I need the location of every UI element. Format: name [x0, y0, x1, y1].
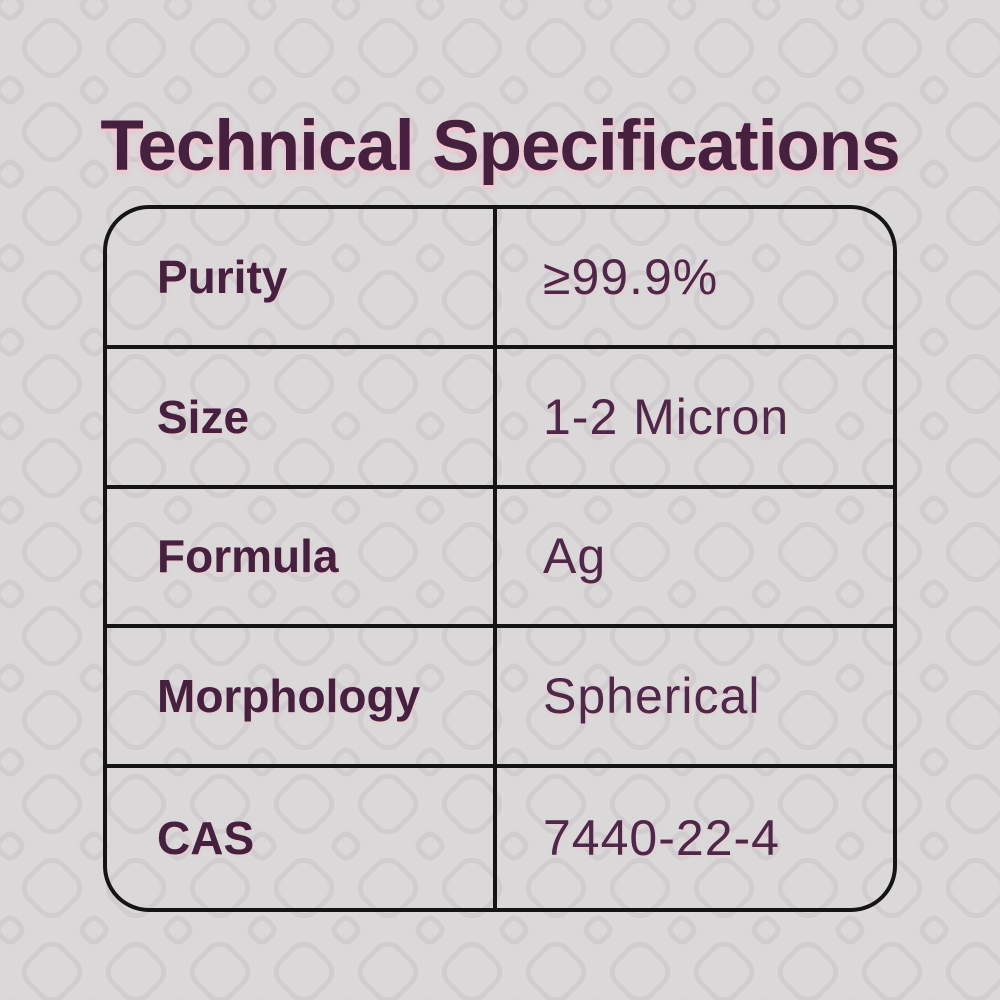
spec-label-size: Size	[107, 348, 497, 489]
spec-label-text: Purity	[157, 250, 288, 303]
spec-value-text: ≥99.9%	[543, 248, 719, 305]
spec-value-morphology: Spherical	[497, 628, 893, 769]
spec-label-text: Morphology	[157, 670, 421, 723]
spec-label-purity: Purity	[107, 209, 497, 349]
spec-label-text: Formula	[157, 530, 339, 583]
spec-label-morphology: Morphology	[107, 628, 497, 769]
spec-value-size: 1-2 Micron	[497, 349, 893, 489]
spec-value-text: Ag	[543, 528, 607, 585]
spec-value-formula: Ag	[497, 489, 893, 629]
page-title: Technical Specifications	[100, 106, 900, 186]
spec-value-purity: ≥99.9%	[497, 209, 893, 349]
spec-value-text: Spherical	[543, 668, 761, 725]
spec-value-cas: 7440-22-4	[497, 768, 893, 908]
spec-label-text: Size	[157, 390, 250, 443]
spec-label-text: CAS	[157, 812, 255, 865]
spec-value-text: 7440-22-4	[543, 810, 780, 867]
spec-label-formula: Formula	[107, 488, 497, 629]
spec-label-cas: CAS	[107, 768, 497, 908]
spec-table: Purity ≥99.9% Size 1-2 Micron Formula Ag…	[103, 205, 897, 912]
spec-value-text: 1-2 Micron	[543, 388, 790, 445]
